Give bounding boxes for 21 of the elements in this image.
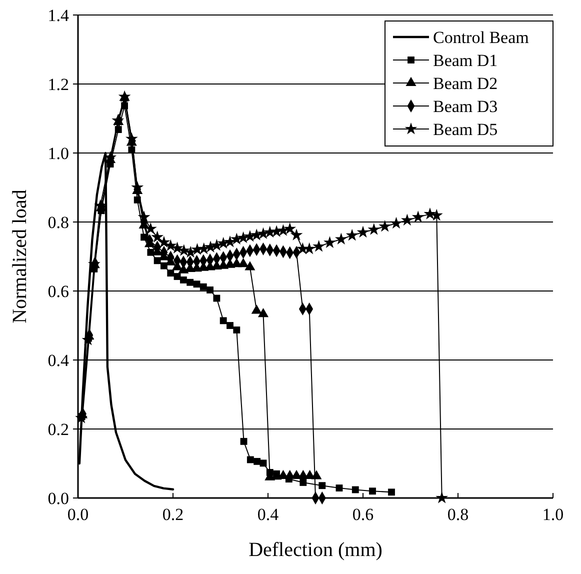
legend-label: Beam D2	[433, 74, 498, 93]
y-tick-label: 1.0	[48, 144, 69, 163]
y-tick-label: 0.0	[48, 488, 69, 508]
x-axis-title: Deflection (mm)	[248, 539, 382, 561]
x-tick-label: 0.6	[352, 505, 374, 524]
legend-label: Beam D3	[433, 96, 498, 116]
x-tick-label: 0.4	[257, 505, 280, 524]
y-tick-label: 0.6	[48, 282, 69, 301]
x-tick-label: 0.0	[67, 505, 89, 524]
legend-label: Beam D1	[433, 50, 498, 70]
y-tick-label: 1.4	[48, 6, 70, 25]
x-tick-label: 1.0	[542, 505, 564, 524]
legend-label: Beam D5	[433, 120, 498, 139]
x-tick-label: 0.2	[162, 505, 184, 524]
y-tick-label: 1.2	[48, 74, 69, 94]
y-axis-title: Normalized load	[9, 190, 31, 324]
y-tick-label: 0.2	[48, 420, 69, 439]
y-tick-label: 0.8	[48, 212, 69, 232]
y-tick-label: 0.4	[48, 350, 70, 370]
legend-label: Control Beam	[433, 28, 529, 47]
x-tick-label: 0.8	[447, 505, 469, 524]
